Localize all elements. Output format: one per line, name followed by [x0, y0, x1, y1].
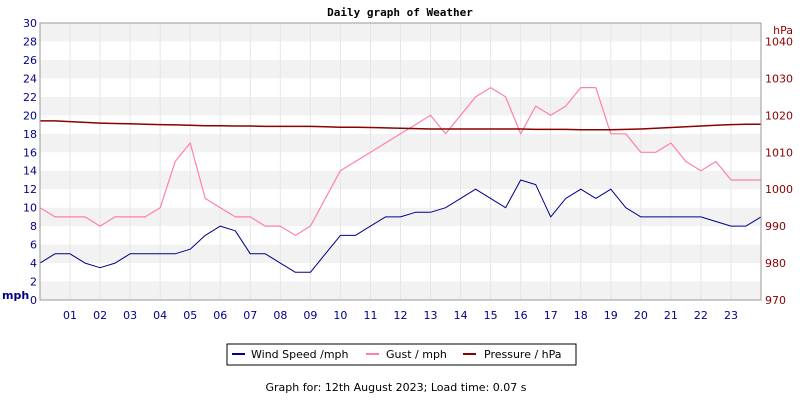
x-tick-label: 23	[724, 309, 738, 322]
x-tick-label: 19	[604, 309, 618, 322]
legend: Wind Speed /mph Gust / mph Pressure / hP…	[226, 343, 577, 366]
x-tick-label: 03	[123, 309, 137, 322]
y-tick-label: 12	[23, 183, 37, 196]
x-tick-label: 22	[694, 309, 708, 322]
y2-axis-label: hPa	[773, 24, 793, 37]
x-tick-label: 20	[634, 309, 648, 322]
x-tick-label: 11	[363, 309, 377, 322]
x-tick-label: 05	[183, 309, 197, 322]
y-tick-label: 16	[23, 146, 37, 159]
y2-tick-label: 970	[765, 294, 786, 307]
y-tick-label: 22	[23, 91, 37, 104]
x-tick-label: 18	[574, 309, 588, 322]
chart-title: Daily graph of Weather	[327, 6, 473, 19]
x-tick-label: 14	[454, 309, 468, 322]
y2-ticks: 970 980 990 1000 1010 1020 1030 1040	[765, 35, 793, 307]
x-tick-label: 07	[243, 309, 257, 322]
y2-tick-label: 980	[765, 257, 786, 270]
x-ticks: 01 02 03 04 05 06 07 08 09 10 11 12 13 14 15 16 17 18 19 20…	[63, 309, 738, 322]
pressure-line	[40, 120, 761, 131]
x-tick-label: 13	[424, 309, 438, 322]
x-tick-label: 02	[93, 309, 107, 322]
y2-tick-label: 1000	[765, 183, 793, 196]
y-tick-label: 28	[23, 35, 37, 48]
y2-tick-label: 1040	[765, 35, 793, 48]
pressure-series	[40, 120, 761, 131]
y-tick-label: 8	[30, 220, 37, 233]
y-tick-label: 24	[23, 72, 37, 85]
x-tick-label: 10	[333, 309, 347, 322]
y2-tick-label: 990	[765, 220, 786, 233]
plot-frame	[39, 22, 762, 301]
wind-speed-line	[39, 179, 762, 273]
x-tick-label: 08	[273, 309, 287, 322]
y-tick-label: 26	[23, 54, 37, 67]
wind-speed-series	[39, 179, 762, 273]
x-tick-label: 09	[303, 309, 317, 322]
legend-label-wind: Wind Speed /mph	[251, 348, 349, 361]
gust-line	[39, 86, 761, 236]
x-tick-label: 04	[153, 309, 167, 322]
y-tick-label: 18	[23, 128, 37, 141]
plot-background	[40, 23, 761, 300]
y-tick-label: 4	[30, 257, 37, 270]
x-tick-label: 17	[544, 309, 558, 322]
x-tick-label: 21	[664, 309, 678, 322]
y-tick-label: 10	[23, 202, 37, 215]
x-tick-label: 12	[394, 309, 408, 322]
legend-box	[226, 343, 577, 366]
x-tick-label: 06	[213, 309, 227, 322]
gust-series	[39, 86, 761, 236]
y2-tick-label: 1010	[765, 146, 793, 159]
y-tick-label: 2	[30, 276, 37, 289]
y2-tick-label: 1020	[765, 109, 793, 122]
y-axis-label: mph	[2, 289, 29, 302]
axes	[39, 22, 762, 301]
y-tick-label: 30	[23, 17, 37, 30]
y-tick-label: 6	[30, 239, 37, 252]
x-tick-label: 15	[484, 309, 498, 322]
footer-text: Graph for: 12th August 2023; Load time: …	[266, 381, 527, 394]
legend-label-gust: Gust / mph	[386, 348, 447, 361]
y-tick-label: 14	[23, 165, 37, 178]
y2-tick-label: 1030	[765, 72, 793, 85]
x-tick-label: 01	[63, 309, 77, 322]
y-tick-label: 0	[30, 294, 37, 307]
legend-label-pressure: Pressure / hPa	[484, 348, 562, 361]
y-tick-label: 20	[23, 109, 37, 122]
x-tick-label: 16	[514, 309, 528, 322]
